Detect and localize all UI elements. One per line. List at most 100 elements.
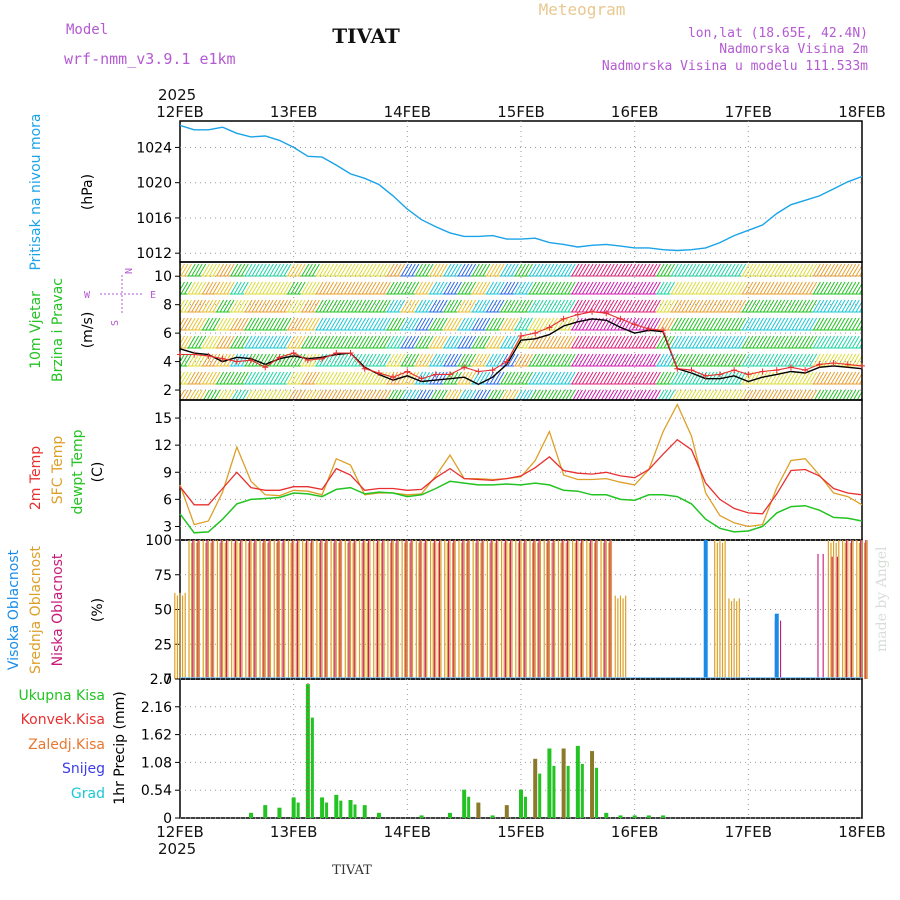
wind-barb-stroke	[741, 263, 750, 277]
wind-barb-stroke	[535, 371, 544, 385]
wind-barb-stroke	[195, 389, 203, 400]
wind-barb-stroke	[240, 317, 249, 331]
wind-barb-stroke	[180, 353, 189, 367]
wind-barb-stroke	[720, 281, 729, 295]
wind-barb-stroke	[748, 335, 757, 349]
wind-barb-stroke	[578, 281, 587, 295]
wind-barb-stroke	[723, 335, 732, 349]
wind-barb-stroke	[443, 299, 452, 313]
wind-barb-stroke	[699, 281, 708, 295]
wind-barb-stroke	[571, 371, 580, 385]
wind-barb-stroke	[455, 389, 462, 400]
wind-barb-stroke	[482, 353, 491, 367]
wind-barb-stroke	[514, 281, 523, 295]
wind-barb-stroke	[867, 354, 874, 366]
wind-barb-stroke	[521, 371, 530, 385]
wind-barb-stroke	[382, 353, 391, 367]
wind-barb-stroke	[429, 299, 438, 313]
wind-barb-stroke	[542, 353, 551, 367]
temp-ylabel-2m: 2m Temp	[28, 446, 44, 510]
wind-gust-marker	[177, 351, 183, 358]
wind-barb-stroke	[660, 263, 669, 277]
wind-barb-stroke	[812, 371, 821, 385]
wind-barb-stroke	[258, 335, 267, 349]
wind-barb-stroke	[440, 389, 448, 400]
wind-barb-stroke	[408, 389, 416, 400]
temp-ylabel-dewpt: dewpt Temp	[70, 429, 86, 514]
wind-barb-stroke	[727, 335, 736, 349]
wind-barb-stroke	[589, 281, 597, 295]
wind-barb-stroke	[824, 389, 832, 400]
wind-barb-stroke	[702, 317, 711, 331]
wind-barb-stroke	[667, 353, 676, 367]
wind-barb-stroke	[706, 263, 715, 277]
wind-barb-stroke	[372, 317, 381, 331]
wind-barb-stroke	[478, 281, 487, 295]
wind-barb-stroke	[635, 263, 644, 277]
wind-barb-stroke	[237, 299, 246, 313]
wind-barb-stroke	[251, 263, 260, 277]
wind-barb-stroke	[681, 263, 690, 277]
wind-barb-stroke	[219, 335, 228, 349]
wind-barb-stroke	[372, 299, 381, 313]
wind-barb-stroke	[319, 371, 328, 385]
compass-cross	[100, 275, 144, 315]
wind-barb-stroke	[333, 335, 342, 349]
wind-barb-stroke	[249, 389, 256, 400]
wind-barb-stroke	[571, 299, 580, 313]
wind-barb-stroke	[653, 389, 661, 400]
wind-barb-stroke	[212, 299, 221, 313]
wind-barb-stroke	[777, 317, 786, 331]
wind-barb-stroke	[702, 281, 711, 295]
wind-barb-stroke	[844, 281, 853, 295]
wind-barb-stroke	[631, 371, 640, 385]
wind-barb-stroke	[819, 263, 828, 277]
wind-barb-stroke	[863, 282, 870, 294]
wind-barb-stroke	[486, 317, 495, 331]
wind-barb-stroke	[262, 299, 271, 313]
wind-barb-stroke	[351, 371, 359, 385]
wind-barb-stroke	[220, 389, 228, 400]
high-cloud-bar	[703, 540, 708, 679]
wind-barb-stroke	[223, 263, 232, 277]
wind-barb-stroke	[841, 335, 850, 349]
wind-barb-stroke	[400, 317, 409, 331]
wind-barb-stroke	[692, 281, 700, 295]
wind-barb-stroke	[681, 353, 690, 367]
wind-barb-stroke	[763, 299, 771, 313]
wind-barb-stroke	[244, 317, 253, 331]
wind-barb-stroke	[546, 371, 555, 385]
wind-barb-stroke	[354, 371, 363, 385]
wind-gust-marker	[816, 361, 823, 368]
wind-barb-stroke	[574, 353, 583, 367]
wind-barb-stroke	[528, 299, 537, 313]
wind-barb-stroke	[447, 299, 455, 313]
precip-bar	[590, 751, 595, 818]
wind-barb-stroke	[799, 389, 807, 400]
wind-barb-stroke	[238, 389, 246, 400]
wind-barb-stroke	[311, 263, 320, 277]
wind-barb-stroke	[521, 317, 530, 331]
wind-barb-stroke	[823, 263, 832, 277]
wind-gust-marker	[688, 367, 695, 374]
wind-barb-stroke	[329, 263, 338, 277]
wind-barb-stroke	[475, 353, 484, 367]
wind-barb-stroke	[706, 353, 715, 367]
wind-barb-stroke	[739, 389, 747, 400]
wind-barb-stroke	[265, 263, 274, 277]
wind-barb-stroke	[695, 263, 704, 277]
wind-barb-stroke	[841, 263, 850, 277]
wind-barb-stroke	[581, 353, 590, 367]
wind-barb-stroke	[490, 389, 498, 400]
wind-barb-stroke	[812, 353, 821, 367]
wind-barb-stroke	[802, 299, 811, 313]
wind-barb-stroke	[727, 263, 736, 277]
wind-barb-stroke	[280, 353, 288, 367]
wind-barb-stroke	[863, 372, 870, 384]
wind-barb-stroke	[471, 335, 480, 349]
wind-barb-stroke	[788, 317, 796, 331]
wind-barb-stroke	[652, 317, 661, 331]
wind-barb-stroke	[503, 299, 512, 313]
wind-barb-stroke	[625, 389, 633, 400]
wind-barb-stroke	[297, 299, 306, 313]
